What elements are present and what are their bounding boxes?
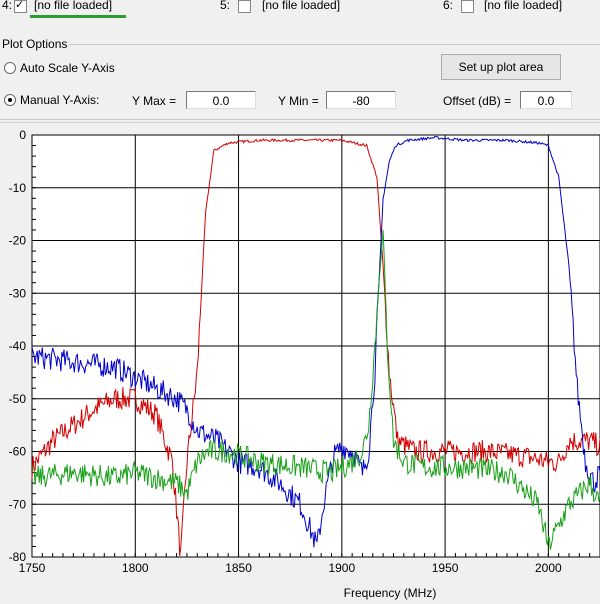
x-tick-label: 2000 [535,561,562,575]
chart-grid [31,134,600,558]
y-tick-label: -60 [9,445,27,459]
y-tick-label: -70 [9,497,27,511]
x-tick-label: 1800 [122,561,149,575]
plot-panel: 1750 1800 1850 1900 1950 2000 0 -10 -20 -30 -40 -50… [0,122,600,601]
file-slot-6-checkbox[interactable] [461,0,474,13]
y-max-input[interactable]: 0.0 [186,91,256,109]
x-tick-label: 1750 [19,561,46,575]
file-slot-4-checkbox[interactable] [14,0,27,13]
y-tick-label: -80 [9,550,27,564]
y-min-input[interactable]: -80 [326,91,396,109]
y-tick-label: -30 [9,286,27,300]
plot-options-group [0,44,600,120]
y-min-label: Y Min = [278,94,319,108]
auto-scale-label[interactable]: Auto Scale Y-Axis [20,61,115,75]
y-tick-label: 0 [19,128,26,142]
file-slot-6-label: [no file loaded] [484,0,563,12]
x-tick-label: 1900 [328,561,355,575]
file-slot-5-label: [no file loaded] [262,0,341,12]
x-tick-label: 1950 [432,561,459,575]
y-tick-label: -50 [9,392,27,406]
file-slot-4-label: [no file loaded] [34,0,113,12]
series-line-2 [31,135,600,548]
series-line-1 [31,138,600,556]
y-tick-label: -10 [9,181,27,195]
set-up-plot-area-button[interactable]: Set up plot area [441,54,561,80]
x-axis-label: Frequency (MHz) [344,586,437,600]
x-tick-label: 1850 [225,561,252,575]
frequency-response-chart: 1750 1800 1850 1900 1950 2000 0 -10 -20 -30 -40 -50… [9,128,600,600]
y-max-label: Y Max = [132,94,177,108]
plot-options-label: Plot Options [0,37,70,51]
y-tick-label: -40 [9,339,27,353]
offset-label: Offset (dB) = [443,94,512,108]
manual-y-axis-label[interactable]: Manual Y-Axis: [20,93,100,107]
file-slot-4-number: 4: [2,0,13,12]
file-slot-6-number: 6: [443,0,454,12]
file-slot-5-checkbox[interactable] [238,0,251,13]
auto-scale-radio[interactable] [4,62,16,74]
chart-series [31,135,600,556]
y-tick-label: -20 [9,234,27,248]
active-slot-underline [30,15,126,18]
file-slot-5-number: 5: [220,0,231,12]
manual-y-axis-radio[interactable] [4,94,16,106]
chart-ticks: 1750 1800 1850 1900 1950 2000 0 -10 -20 -30 -40 -50… [9,128,562,575]
offset-input[interactable]: 0.0 [520,91,572,109]
series-line-3 [31,229,600,550]
file-slot-bar: 4: [no file loaded] 5: [no file loaded] … [0,0,600,32]
